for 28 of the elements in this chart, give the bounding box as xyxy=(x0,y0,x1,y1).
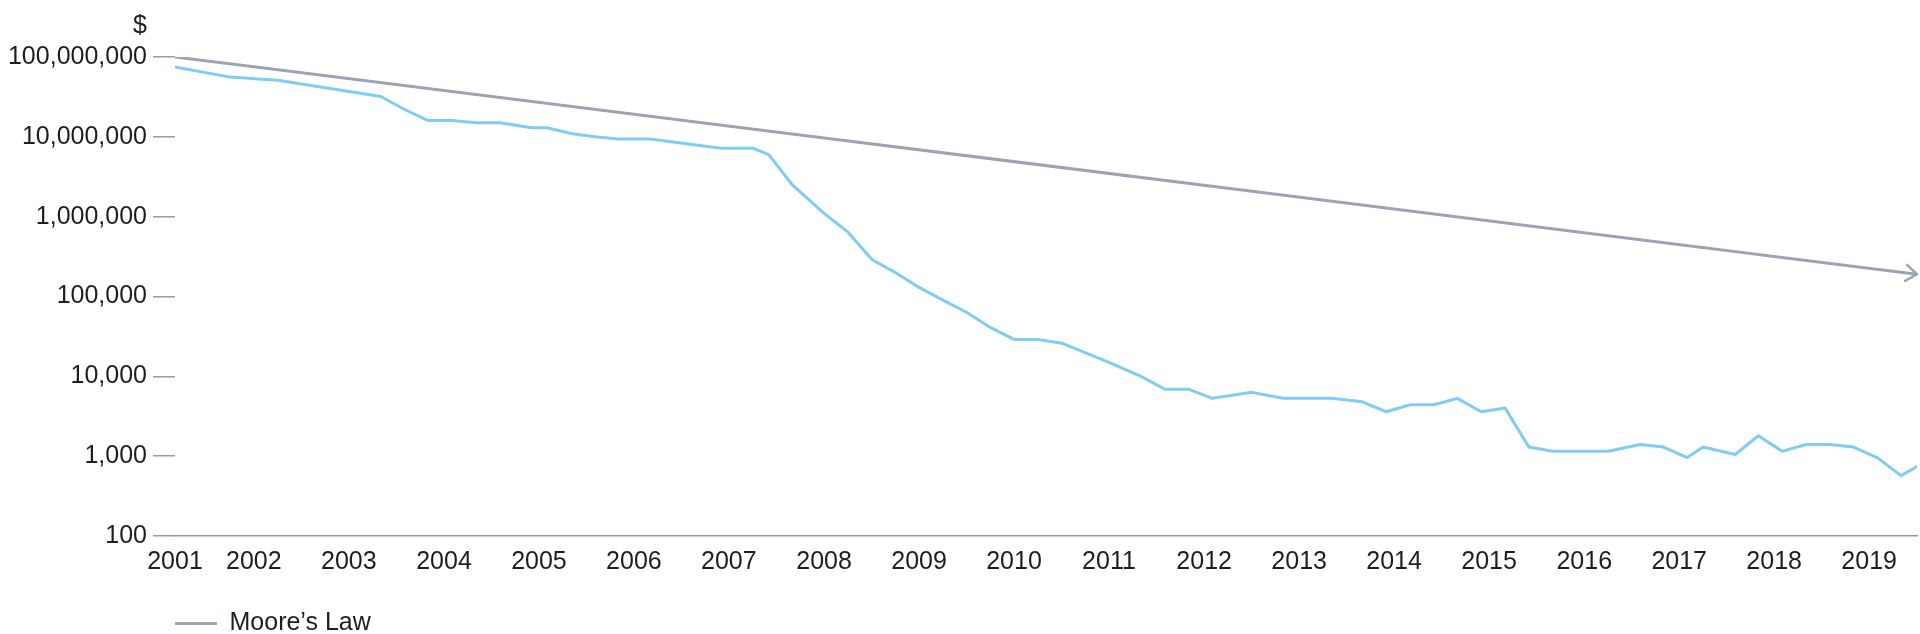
legend-label: Moore’s Law xyxy=(229,607,372,634)
x-tick-label: 2019 xyxy=(1841,545,1897,574)
y-axis-title: $ xyxy=(133,9,148,38)
y-tick-label: 100,000,000 xyxy=(7,40,147,69)
x-tick-label: 2003 xyxy=(320,545,377,574)
y-tick-label: 1,000 xyxy=(84,440,147,469)
x-tick-label: 2006 xyxy=(606,545,662,574)
x-tick-label: 2010 xyxy=(986,545,1042,574)
x-tick-label: 2013 xyxy=(1271,545,1327,574)
x-tick-label: 2004 xyxy=(416,545,472,574)
x-tick-label: 2005 xyxy=(511,545,567,574)
y-tick-label: 100 xyxy=(105,519,147,548)
x-tick-label: 2016 xyxy=(1556,545,1613,574)
x-tick-label: 2011 xyxy=(1082,545,1136,574)
x-tick-label: 2009 xyxy=(891,545,947,574)
x-tick-label: 2001 xyxy=(147,545,203,574)
y-tick-label: 10,000,000 xyxy=(21,120,147,149)
y-tick-label: 10,000 xyxy=(70,360,147,389)
x-tick-label: 2008 xyxy=(796,545,852,574)
x-tick-label: 2015 xyxy=(1461,545,1517,574)
y-tick-label: 100,000 xyxy=(56,280,147,309)
x-tick-label: 2007 xyxy=(701,545,757,574)
y-tick-label: 1,000,000 xyxy=(35,200,147,229)
x-tick-label: 2017 xyxy=(1651,545,1708,574)
x-tick-label: 2018 xyxy=(1746,545,1802,574)
x-tick-label: 2014 xyxy=(1366,545,1422,574)
x-tick-label: 2002 xyxy=(226,545,282,574)
x-tick-label: 2012 xyxy=(1176,545,1232,574)
